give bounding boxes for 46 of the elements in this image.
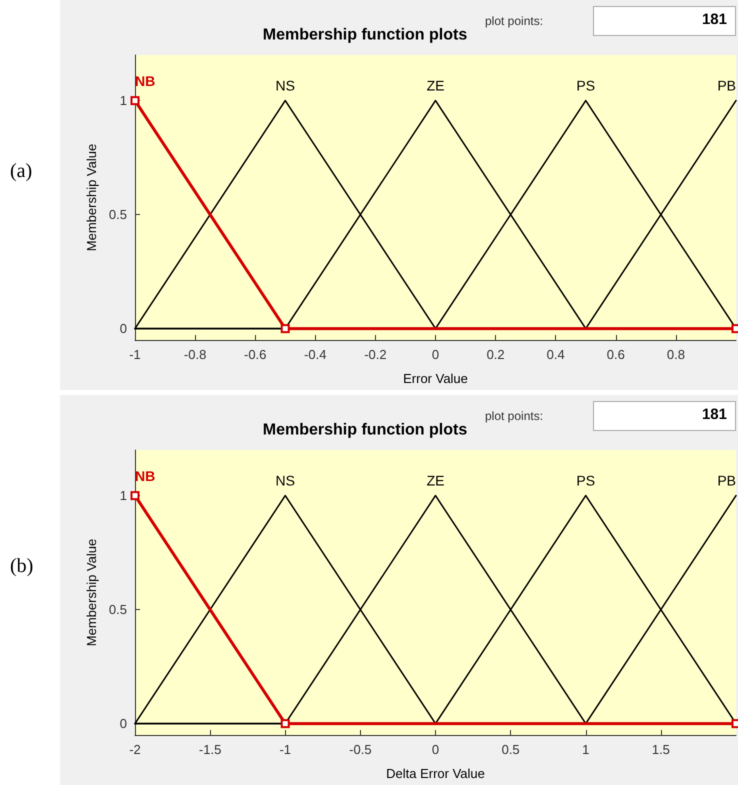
text: plot points:	[485, 14, 544, 28]
chart-title: Membership function plots	[262, 26, 468, 44]
chart-title: Membership function plots	[262, 422, 468, 438]
x-tick-label: 0.6	[606, 347, 625, 362]
x-tick-label: -1.5	[198, 742, 222, 757]
x-tick-label: 0	[432, 742, 440, 757]
x-tick-label: 0	[432, 347, 440, 362]
x-tick-label: 1	[582, 742, 590, 757]
series-label: PB	[717, 472, 736, 489]
y-tick-label: 1	[120, 93, 127, 108]
y-tick-label: 0.5	[108, 207, 127, 222]
series-label: PS	[576, 78, 596, 94]
x-tick-label: 0.5	[502, 742, 520, 757]
x-tick-label: -0.2	[364, 347, 387, 362]
y-tick-label: 0.5	[108, 602, 127, 618]
series-label: PB	[717, 78, 736, 94]
y-tick-label: 0	[120, 321, 127, 336]
x-tick-label: -1	[129, 347, 141, 362]
x-tick-label: 1.5	[652, 742, 670, 757]
text: plot points:	[485, 409, 544, 423]
x-tick-label: -1	[279, 742, 292, 757]
x-tick-label: 0.8	[666, 347, 685, 362]
series-label: ZE	[426, 472, 444, 489]
series-label: NS	[276, 472, 295, 489]
x-tick-label: -0.6	[244, 347, 266, 362]
y-axis-title: Membership Value	[84, 538, 100, 646]
series-label: NB	[135, 468, 156, 484]
text: (a)	[10, 160, 32, 183]
x-axis-title: Error Value	[403, 371, 468, 386]
text: (b)	[10, 555, 34, 578]
x-tick-label: 0.2	[486, 347, 505, 362]
x-tick-label: 0.4	[546, 347, 565, 362]
x-tick-label: -0.5	[349, 742, 372, 757]
series-label: NS	[276, 78, 295, 94]
series-label: PS	[576, 472, 596, 489]
text-field: 181	[593, 6, 736, 36]
series-label: NB	[135, 73, 156, 90]
x-tick-label: -2	[129, 742, 141, 757]
y-tick-label: 0	[120, 716, 127, 732]
x-tick-label: -0.4	[304, 347, 327, 362]
text-field: 181	[593, 401, 736, 431]
series-label: ZE	[426, 78, 444, 94]
x-tick-label: -0.8	[184, 347, 206, 362]
y-tick-label: 1	[120, 488, 127, 504]
x-axis-title: Delta Error Value	[386, 766, 485, 781]
y-axis-title: Membership Value	[84, 144, 100, 252]
